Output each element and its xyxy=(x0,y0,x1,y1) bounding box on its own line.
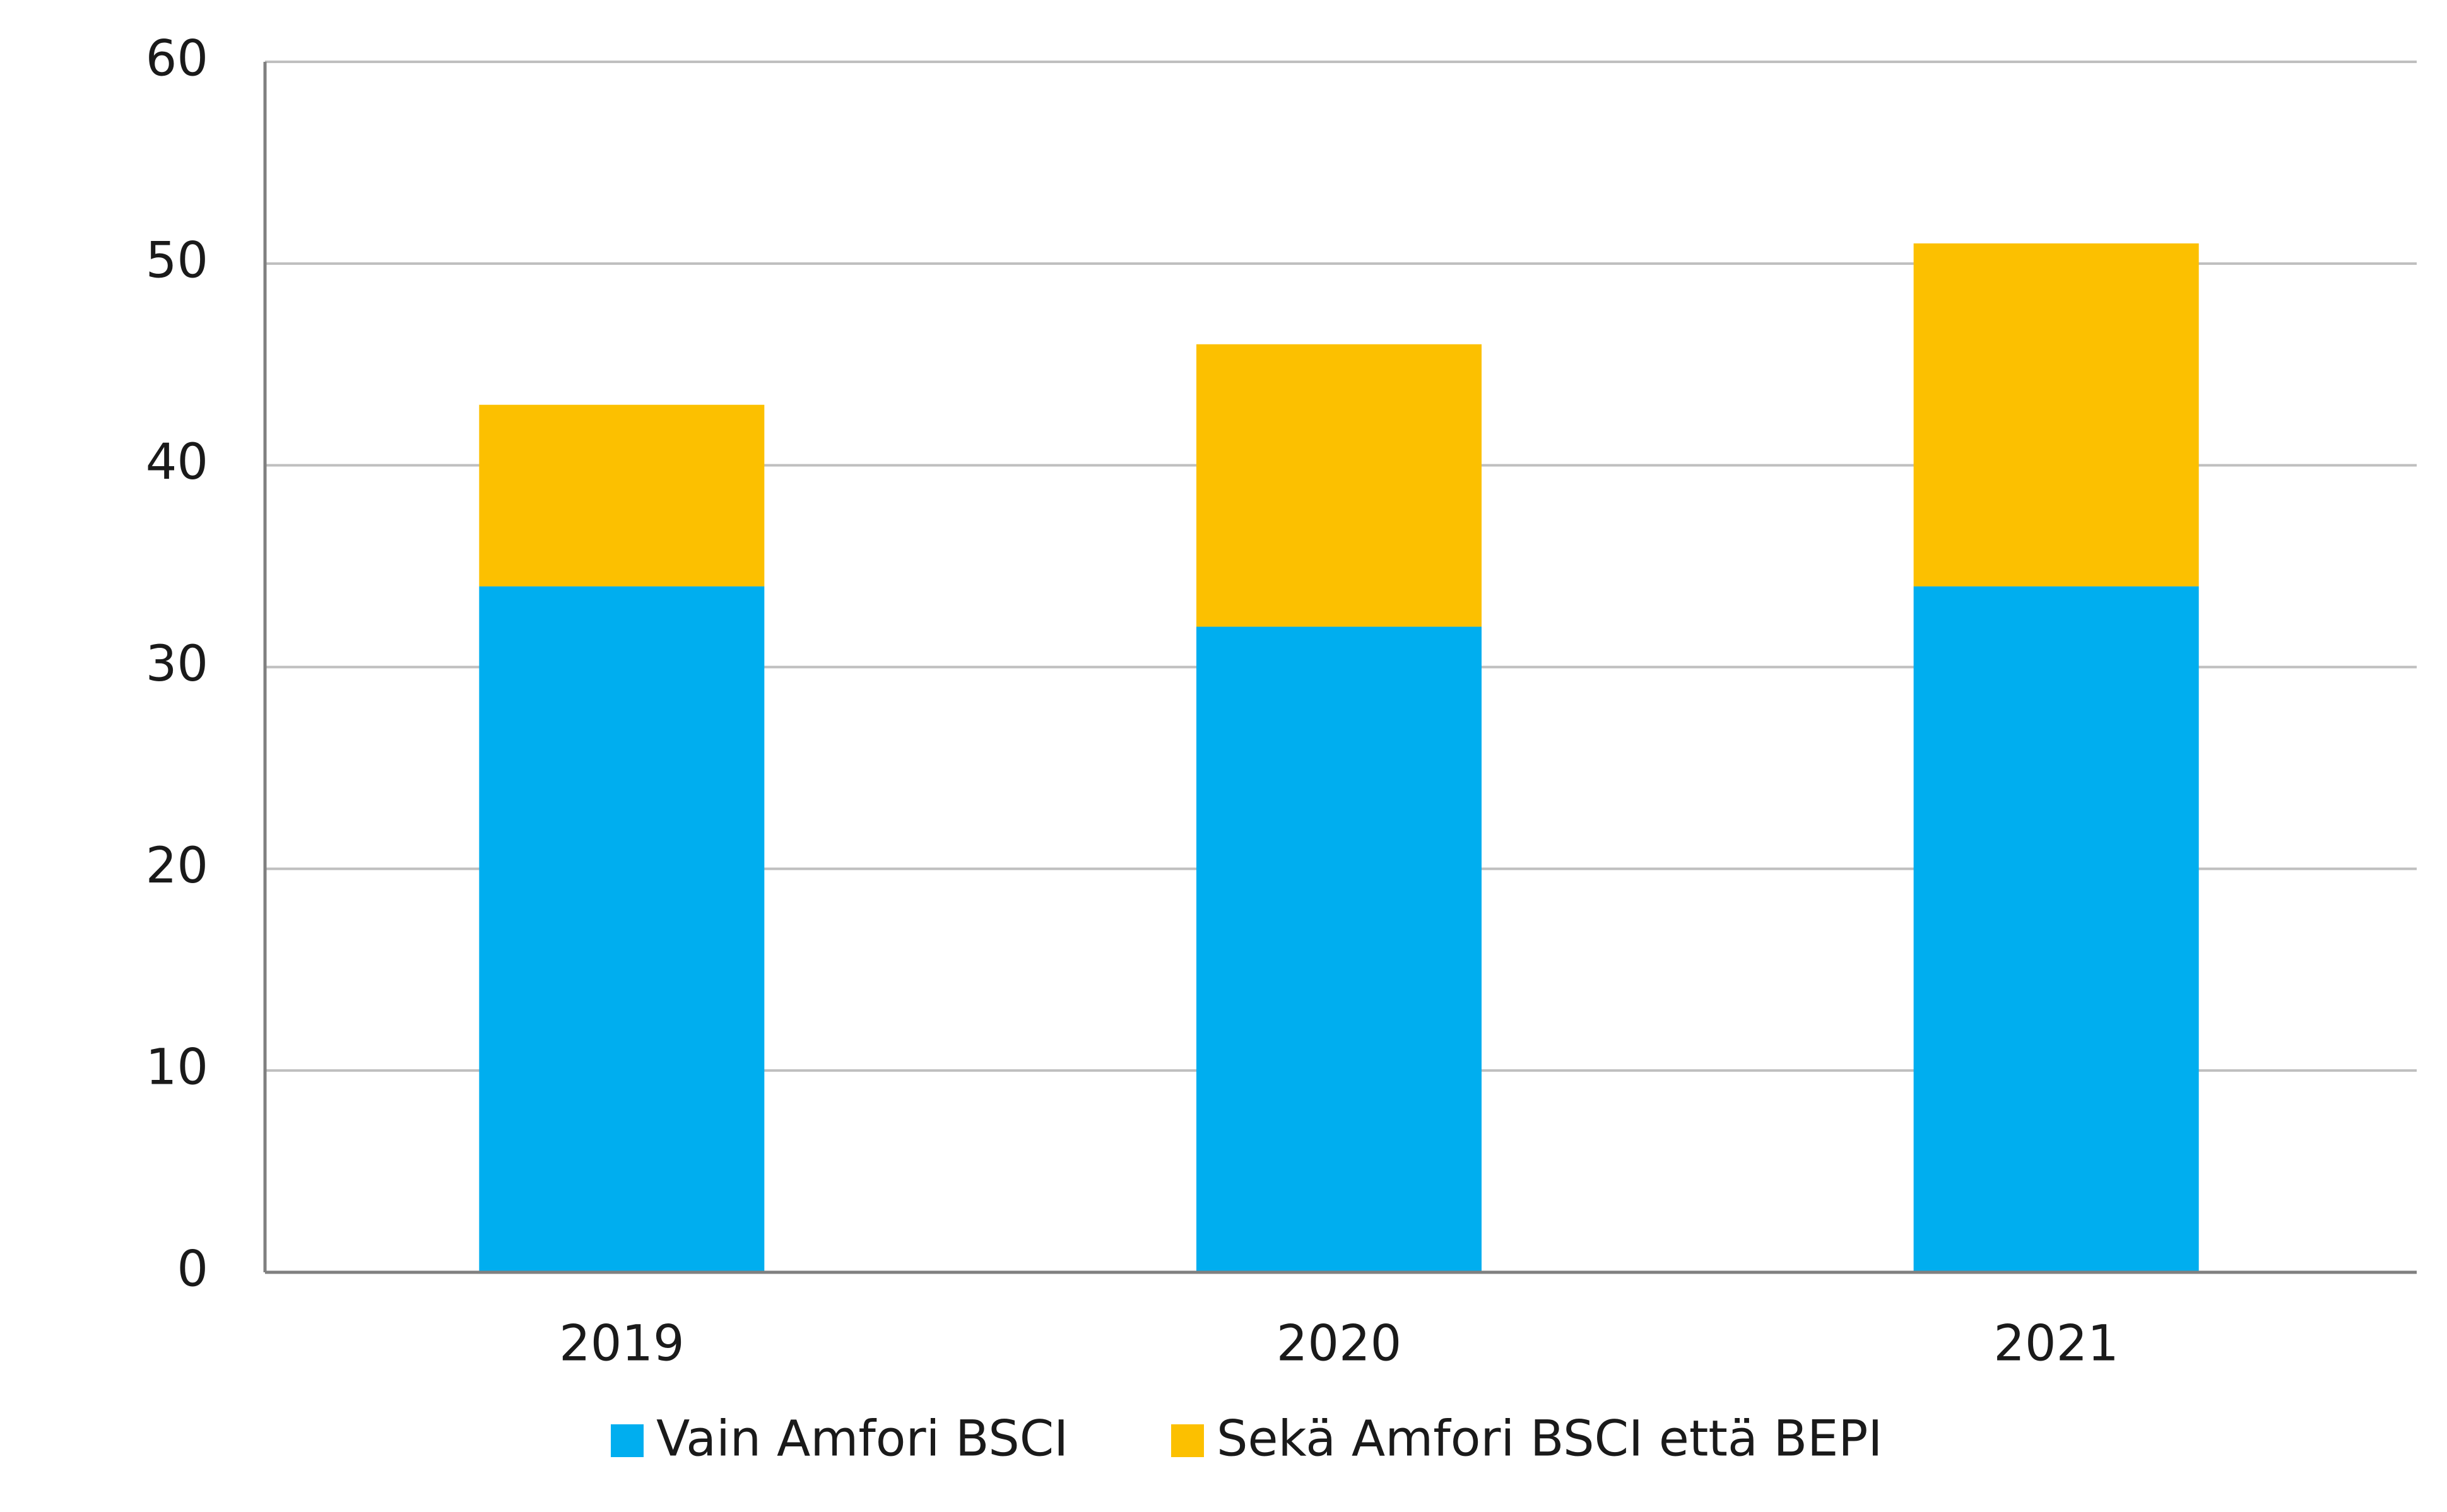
x-tick-label: 2020 xyxy=(1277,1315,1402,1372)
legend: Vain Amfori BSCI Sekä Amfori BSCI että BE… xyxy=(611,1410,1882,1467)
y-tick-label: 30 xyxy=(146,636,208,693)
x-tick-label: 2021 xyxy=(1993,1315,2119,1372)
y-tick-label: 0 xyxy=(177,1241,208,1298)
legend-label: Vain Amfori BSCI xyxy=(656,1410,1068,1467)
legend-swatch xyxy=(1171,1424,1204,1457)
y-tick-label: 40 xyxy=(146,434,208,491)
bar-segment-seka-amfori-bsci-etta-bepi-2021 xyxy=(1913,243,2199,587)
y-tick-label: 60 xyxy=(146,30,208,87)
legend-label: Sekä Amfori BSCI että BEPI xyxy=(1217,1410,1882,1467)
bar-segment-seka-amfori-bsci-etta-bepi-2019 xyxy=(479,404,765,587)
x-tick-labels: 2019 2020 2021 xyxy=(559,1315,2119,1372)
bar-segment-vain-amfori-bsci-2020 xyxy=(1196,626,1482,1272)
legend-swatch xyxy=(611,1424,644,1457)
bar-segment-seka-amfori-bsci-etta-bepi-2020 xyxy=(1196,344,1482,627)
y-tick-labels: 0 10 20 30 40 50 60 xyxy=(146,30,208,1298)
x-tick-label: 2019 xyxy=(559,1315,685,1372)
axes xyxy=(263,62,2417,1274)
bars xyxy=(479,243,2199,1272)
y-tick-label: 10 xyxy=(146,1040,208,1096)
bar-segment-vain-amfori-bsci-2019 xyxy=(479,586,765,1272)
y-tick-label: 50 xyxy=(146,232,208,289)
y-tick-label: 20 xyxy=(146,838,208,894)
bar-segment-vain-amfori-bsci-2021 xyxy=(1913,586,2199,1272)
